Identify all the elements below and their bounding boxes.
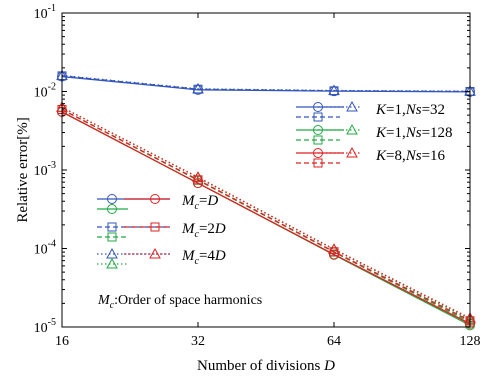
series-2-point-1 <box>192 82 204 94</box>
x-axis-label: Number of divisions D <box>197 358 335 374</box>
style-legend-marker-green <box>107 204 117 214</box>
style-legend-label-1: Mc=2D <box>181 221 226 240</box>
style-legend-label-2: Mc=4D <box>181 248 226 267</box>
color-legend-symbol-2 <box>296 146 362 168</box>
style-legend-marker-green <box>106 257 118 269</box>
color-legend-symbol-0 <box>296 100 362 122</box>
series-4-line <box>61 108 471 323</box>
style-legend-marker-red <box>150 194 160 204</box>
style-legend-symbol-1 <box>97 222 170 242</box>
color-legend-triangle <box>346 100 358 112</box>
color-legend-square <box>313 135 323 145</box>
ticks-layer: 16 32 64 128 10-1 10-2 10-3 10-4 10-5 <box>34 3 481 349</box>
x-tick-label-2: 64 <box>327 334 341 349</box>
y-tick-label-1: 10-2 <box>34 82 56 101</box>
x-tick-label-0: 16 <box>55 334 69 349</box>
y-tick-label-0: 10-1 <box>34 3 56 22</box>
series-0 <box>57 71 475 97</box>
style-legend-marker-red <box>149 247 161 259</box>
color-legend-label-1: K=1,Ns=128 <box>375 125 453 141</box>
series-2 <box>56 69 476 96</box>
color-legend-square <box>313 112 323 122</box>
y-axis-label: Relative error[%] <box>15 117 31 222</box>
y-tick-label-4: 10-5 <box>34 317 56 336</box>
plot-frame <box>61 12 471 328</box>
x-tick-label-3: 128 <box>460 334 481 349</box>
style-legend-marker-blue <box>107 222 117 232</box>
color-legend-triangle <box>346 146 358 158</box>
series-6-line <box>61 111 471 325</box>
style-legend-symbol-0 <box>97 194 170 214</box>
series-2-line <box>61 74 471 92</box>
color-legend-label-2: K=8,Ns=16 <box>375 148 446 164</box>
series-8-point-2 <box>328 243 340 254</box>
style-legend: Mc=D Mc=2D Mc=4D <box>97 193 226 269</box>
style-legend-marker-blue <box>106 247 118 259</box>
series-7-line <box>61 108 471 322</box>
y-tick-label-3: 10-4 <box>34 239 56 258</box>
style-legend-label-0: Mc=D <box>181 193 218 212</box>
color-legend-triangle <box>346 123 358 135</box>
color-legend-symbol-1 <box>296 123 362 145</box>
style-legend-marker-blue <box>107 194 117 204</box>
series-8-line <box>61 106 471 319</box>
color-legend-label-0: K=1,Ns=32 <box>375 102 445 118</box>
x-tick-label-1: 32 <box>191 334 205 349</box>
style-legend-marker-green <box>107 232 117 242</box>
color-legend: K=1,Ns=32 K=1,Ns=128 K=8,Ns=16 <box>296 100 453 168</box>
y-tick-label-2: 10-3 <box>34 160 56 179</box>
style-legend-symbol-2 <box>97 247 170 269</box>
series-2-point-2 <box>328 84 340 95</box>
color-legend-square <box>313 158 323 168</box>
style-legend-marker-red <box>150 222 160 232</box>
series-8-point-1 <box>192 171 204 182</box>
annotation-order-of-space-harmonics: Mc:Order of space harmonics <box>97 293 262 311</box>
